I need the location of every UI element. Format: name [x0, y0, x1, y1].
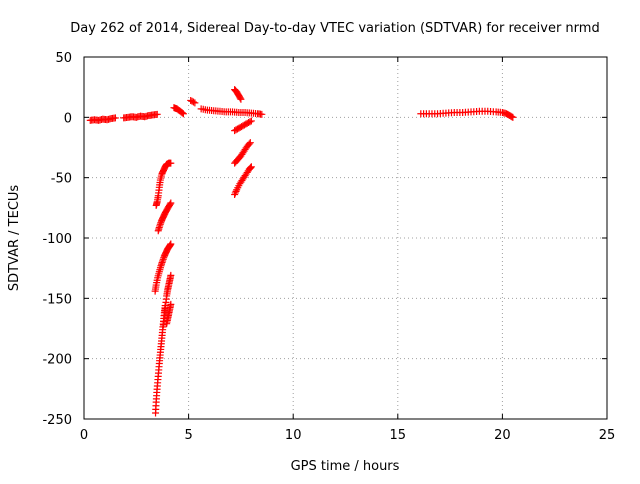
- x-ticks: 0 5 10 15 20 25: [80, 57, 615, 443]
- data-point: [167, 159, 175, 167]
- series-arc-a: [86, 114, 119, 124]
- series-arc-i: [231, 163, 255, 199]
- data-point: [246, 164, 254, 172]
- data-point: [231, 189, 239, 197]
- data-point: [246, 118, 254, 126]
- grid: [84, 57, 607, 419]
- data-point: [237, 95, 245, 103]
- y-tick-label: 0: [64, 111, 72, 126]
- series-arc-c: [170, 104, 187, 118]
- data-point: [232, 187, 240, 195]
- series-arc-b: [120, 110, 161, 122]
- series-arc-j: [152, 159, 175, 209]
- x-tick-label: 0: [80, 428, 88, 443]
- x-tick-label: 10: [285, 428, 302, 443]
- data-point: [167, 300, 175, 308]
- x-tick-label: 25: [599, 428, 616, 443]
- data-point: [509, 113, 517, 121]
- data-point: [167, 271, 175, 279]
- series-arc-e: [197, 105, 266, 118]
- data-point: [111, 114, 119, 122]
- series-arc-o: [152, 302, 169, 417]
- series-arc-f: [231, 86, 245, 103]
- chart-title: Day 262 of 2014, Sidereal Day-to-day VTE…: [70, 21, 599, 36]
- data-point: [245, 140, 253, 148]
- data-point: [247, 163, 255, 171]
- data-point: [189, 98, 197, 106]
- y-tick-label: -150: [42, 292, 72, 307]
- data-point: [178, 109, 186, 117]
- data-point: [508, 113, 516, 121]
- series-arc-k: [154, 199, 175, 235]
- data-point: [166, 200, 174, 208]
- data-point: [231, 191, 239, 199]
- data-point: [167, 199, 175, 207]
- data-points: [86, 86, 517, 417]
- data-point: [179, 110, 187, 118]
- y-tick-label: -200: [42, 353, 72, 368]
- y-tick-label: -250: [42, 413, 72, 428]
- data-point: [247, 117, 255, 125]
- data-point: [167, 240, 175, 248]
- y-tick-label: -50: [51, 172, 72, 187]
- x-tick-label: 20: [494, 428, 511, 443]
- series-arc-p: [417, 107, 517, 121]
- data-point: [161, 302, 169, 310]
- data-point: [191, 99, 199, 107]
- y-ticks: 50 0 -50 -100 -150 -200 -250: [42, 51, 607, 428]
- data-point: [236, 94, 244, 102]
- x-tick-label: 5: [184, 428, 192, 443]
- y-tick-label: 50: [55, 51, 72, 66]
- y-axis-label: SDTVAR / TECUs: [7, 185, 22, 292]
- series-arc-g: [231, 117, 255, 135]
- series-arc-l: [151, 240, 175, 295]
- data-point: [258, 110, 266, 118]
- series-arc-h: [231, 139, 254, 167]
- y-tick-label: -100: [42, 232, 72, 247]
- x-tick-label: 15: [390, 428, 407, 443]
- data-point: [246, 139, 254, 147]
- x-axis-label: GPS time / hours: [291, 459, 400, 474]
- data-point: [153, 110, 161, 118]
- data-point: [247, 164, 255, 172]
- series-arc-d: [187, 96, 199, 107]
